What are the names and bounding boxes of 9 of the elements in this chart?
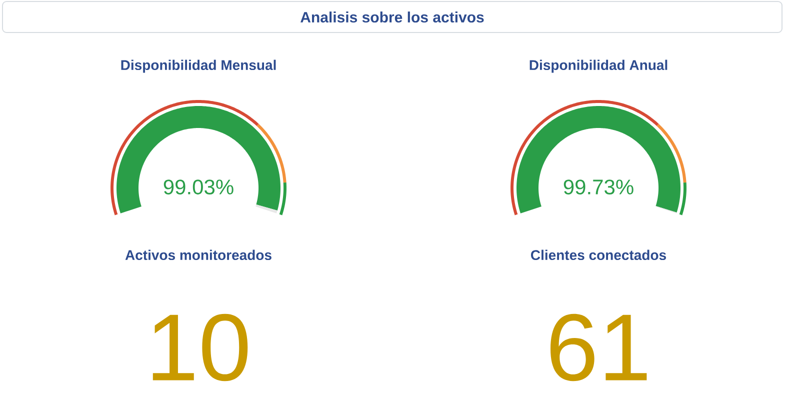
data-label: 99.73%: [564, 180, 634, 194]
chart-title: Disponibilidad Anual: [530, 60, 668, 73]
text: 10: [152, 314, 248, 382]
text: Clientes conectados: [530, 250, 666, 260]
data-label: 99.03%: [164, 180, 234, 194]
text: 61: [550, 314, 647, 382]
chart-title: Disponibilidad Mensual: [121, 60, 276, 73]
text: Activos monitoreados: [125, 250, 272, 260]
text: Analisis sobre los activos: [300, 12, 484, 23]
